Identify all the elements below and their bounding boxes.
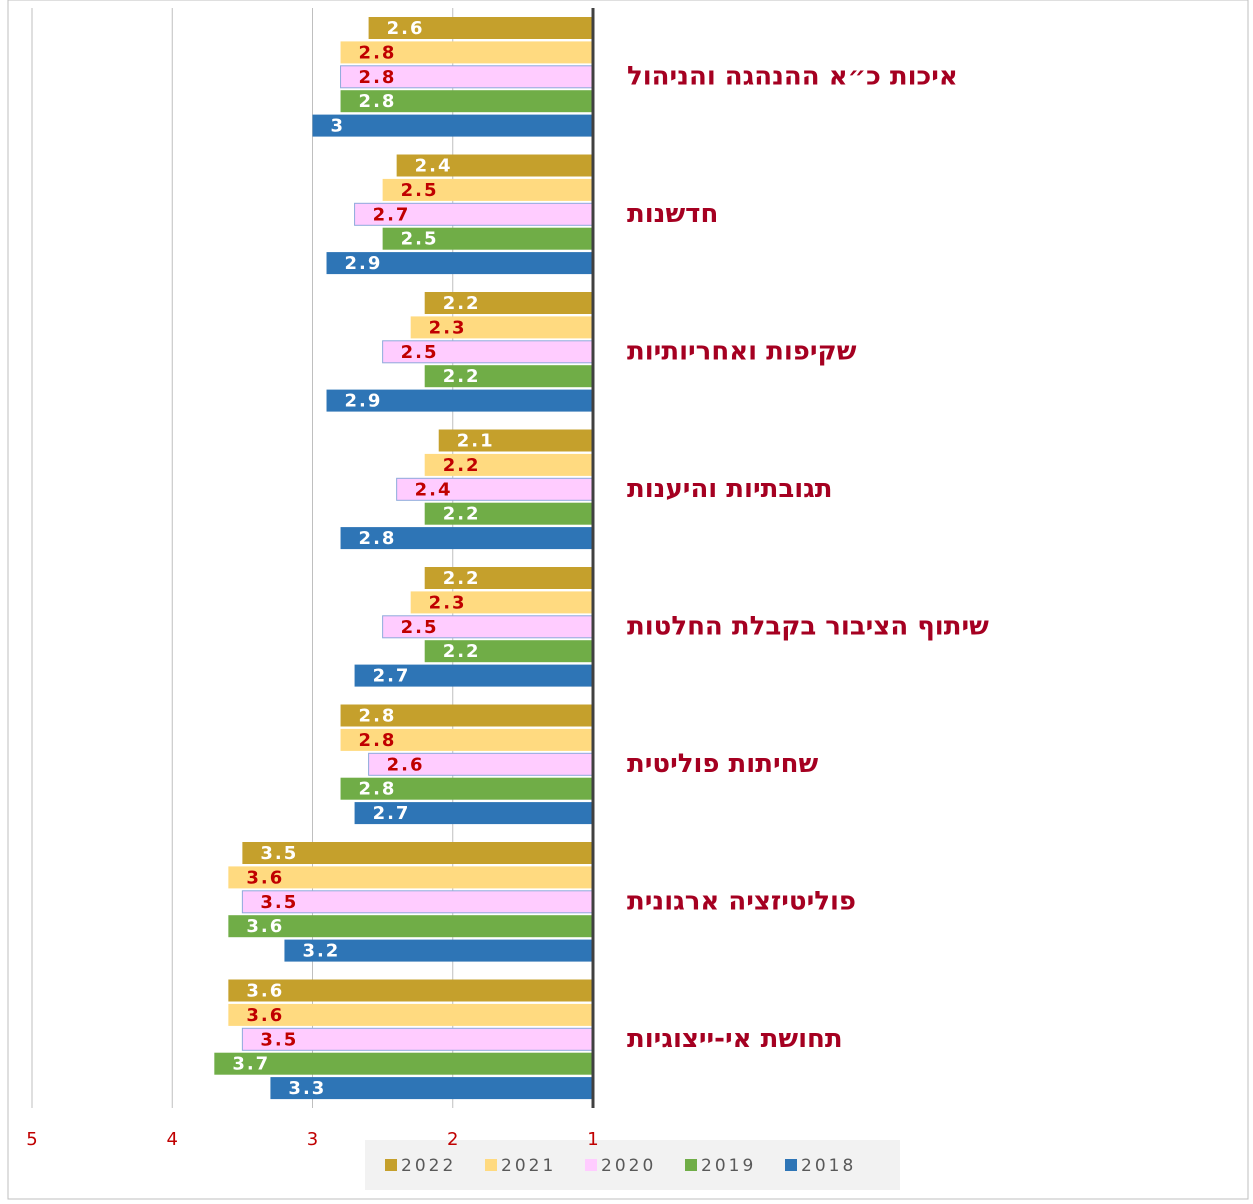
data-label: 2.5 bbox=[401, 180, 439, 201]
bar bbox=[424, 292, 593, 314]
data-label: 2.8 bbox=[359, 730, 397, 751]
category-label: תגובתיות והיענות bbox=[627, 474, 833, 504]
bar bbox=[424, 453, 593, 476]
data-label: 2.7 bbox=[373, 204, 411, 225]
bar bbox=[340, 41, 593, 64]
bar bbox=[424, 365, 593, 388]
bar bbox=[326, 252, 593, 275]
bar bbox=[340, 704, 593, 727]
legend-label: 2018 bbox=[801, 1156, 856, 1176]
legend-box bbox=[365, 1140, 900, 1190]
legend-swatch bbox=[785, 1159, 797, 1171]
legend-swatch bbox=[385, 1159, 397, 1171]
x-tick-label: 4 bbox=[167, 1129, 178, 1150]
bar bbox=[410, 591, 593, 614]
bar bbox=[228, 1003, 593, 1026]
category-label: תחושת אי-ייצוגיות bbox=[627, 1024, 843, 1054]
bar bbox=[382, 227, 593, 250]
x-tick-label: 5 bbox=[26, 1129, 37, 1150]
data-label: 2.5 bbox=[401, 342, 439, 363]
category-label: שקיפות ואחריותיות bbox=[627, 336, 857, 366]
bar bbox=[396, 154, 593, 177]
data-label: 2.2 bbox=[443, 366, 481, 387]
bar bbox=[228, 979, 593, 1002]
data-label: 2.9 bbox=[345, 391, 383, 412]
category-label: שחיתות פוליטית bbox=[627, 749, 819, 779]
data-label: 3.2 bbox=[302, 941, 340, 962]
data-label: 2.4 bbox=[415, 156, 453, 177]
category-label: איכות כ״א ההנהגה והניהול bbox=[627, 61, 958, 91]
category-label: חדשנות bbox=[627, 199, 718, 229]
data-label: 3 bbox=[331, 116, 346, 137]
legend-label: 2019 bbox=[701, 1156, 756, 1176]
data-label: 2.8 bbox=[359, 42, 397, 63]
legend-label: 2022 bbox=[401, 1156, 456, 1176]
bar bbox=[340, 728, 593, 751]
legend-label: 2020 bbox=[601, 1156, 656, 1176]
bar bbox=[354, 802, 593, 825]
data-label: 2.8 bbox=[359, 91, 397, 112]
data-label: 2.8 bbox=[359, 528, 397, 549]
data-label: 2.1 bbox=[457, 431, 495, 452]
bar bbox=[368, 17, 593, 39]
legend-swatch bbox=[685, 1159, 697, 1171]
category-label: שיתוף הציבור בקבלת החלטות bbox=[627, 611, 989, 641]
data-label: 2.7 bbox=[373, 803, 411, 824]
data-label: 3.5 bbox=[260, 892, 298, 913]
data-label: 2.5 bbox=[401, 617, 439, 638]
legend-label: 2021 bbox=[501, 1156, 556, 1176]
data-label: 3.7 bbox=[232, 1054, 270, 1075]
bar bbox=[340, 90, 593, 113]
bar bbox=[340, 777, 593, 800]
legend-swatch bbox=[585, 1159, 597, 1171]
x-tick-label: 2 bbox=[447, 1129, 458, 1150]
data-label: 2.2 bbox=[443, 293, 481, 314]
data-label: 2.2 bbox=[443, 455, 481, 476]
data-label: 2.2 bbox=[443, 641, 481, 662]
data-label: 2.5 bbox=[401, 229, 439, 250]
bar bbox=[438, 429, 593, 452]
bar bbox=[424, 567, 593, 589]
data-label: 2.3 bbox=[429, 592, 467, 613]
data-label: 3.6 bbox=[246, 1005, 284, 1026]
bar bbox=[312, 114, 593, 137]
frame bbox=[7, 0, 1249, 1200]
data-label: 3.5 bbox=[260, 1029, 298, 1050]
data-label: 3.6 bbox=[246, 981, 284, 1002]
bar bbox=[228, 915, 593, 938]
data-label: 2.6 bbox=[387, 754, 425, 775]
data-label: 2.3 bbox=[429, 317, 467, 338]
data-label: 3.6 bbox=[246, 867, 284, 888]
bar bbox=[382, 178, 593, 201]
data-label: 2.8 bbox=[359, 779, 397, 800]
bar bbox=[242, 842, 593, 864]
bar bbox=[326, 389, 593, 412]
data-label: 2.8 bbox=[359, 706, 397, 727]
bar bbox=[270, 1077, 593, 1100]
bar bbox=[340, 527, 593, 550]
legend-swatch bbox=[485, 1159, 497, 1171]
data-label: 2.4 bbox=[415, 479, 453, 500]
data-label: 2.8 bbox=[359, 67, 397, 88]
data-label: 3.3 bbox=[288, 1078, 326, 1099]
data-label: 3.6 bbox=[246, 916, 284, 937]
bar bbox=[284, 939, 593, 962]
data-label: 2.2 bbox=[443, 568, 481, 589]
data-label: 2.7 bbox=[373, 666, 411, 687]
bar bbox=[424, 640, 593, 663]
data-label: 2.9 bbox=[345, 253, 383, 274]
data-label: 2.2 bbox=[443, 504, 481, 525]
x-tick-label: 3 bbox=[307, 1129, 318, 1150]
bar bbox=[228, 866, 593, 889]
data-label: 3.5 bbox=[260, 843, 298, 864]
category-label: פוליטיזציה ארגונית bbox=[627, 886, 856, 916]
bar bbox=[354, 664, 593, 687]
x-tick-label: 1 bbox=[587, 1129, 598, 1150]
bar bbox=[410, 316, 593, 339]
bar bbox=[214, 1052, 593, 1075]
data-label: 2.6 bbox=[387, 18, 425, 39]
bar bbox=[424, 502, 593, 525]
